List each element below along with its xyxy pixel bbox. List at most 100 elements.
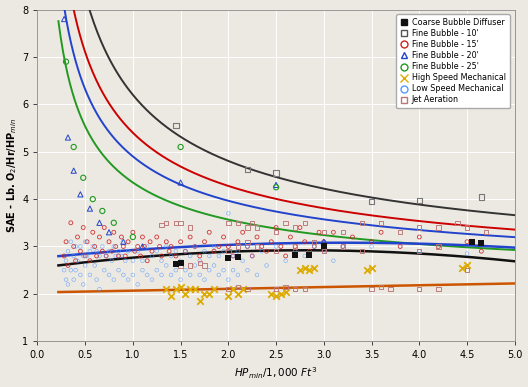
Point [134,248,142,254]
Point [70,253,78,259]
Point [124,277,133,283]
Point [162,243,171,250]
Point [315,229,323,235]
Point [463,250,472,257]
Point [136,253,145,259]
Point [102,253,110,259]
Point [129,229,137,235]
Point [305,252,314,258]
Point [214,243,223,250]
Point [119,243,128,250]
Point [463,239,472,245]
Point [143,258,152,264]
Point [98,243,107,250]
Point [64,281,72,288]
Point [71,267,80,273]
Point [210,262,218,269]
Point [129,258,137,264]
Point [310,243,318,250]
Point [167,272,175,278]
Point [157,253,166,259]
Point [186,272,194,278]
Point [157,222,166,228]
Point [64,248,72,254]
X-axis label: $HP_{min}/1,000\ Ft^3$: $HP_{min}/1,000\ Ft^3$ [234,366,318,382]
Point [100,224,108,231]
Point [377,229,385,235]
Point [73,234,82,240]
Point [434,286,442,292]
Point [176,260,185,266]
Point [119,239,128,245]
Point [157,258,166,264]
Point [229,286,238,292]
Point [253,224,261,231]
Point [124,248,133,254]
Point [134,281,142,288]
Point [71,243,80,250]
Point [243,243,252,250]
Point [234,284,242,290]
Point [234,272,242,278]
Point [191,286,199,292]
Point [272,229,280,235]
Point [90,262,99,269]
Point [153,248,161,254]
Point [319,243,328,250]
Point [272,286,280,292]
Point [219,267,228,273]
Point [172,220,180,226]
Point [224,243,232,250]
Point [146,239,154,245]
Point [172,123,180,129]
Point [234,291,242,297]
Point [367,243,376,250]
Point [272,170,280,176]
Point [229,253,238,259]
Point [119,239,128,245]
Point [300,286,309,292]
Point [338,243,347,250]
Point [477,194,486,200]
Point [229,253,238,259]
Point [92,277,101,283]
Point [140,243,148,250]
Point [115,267,123,273]
Point [162,262,171,269]
Point [102,253,110,259]
Point [248,220,257,226]
Point [338,229,347,235]
Point [234,243,242,250]
Point [70,168,78,174]
Point [310,243,318,250]
Point [195,258,204,264]
Point [219,234,228,240]
Point [272,182,280,188]
Point [262,262,271,269]
Point [482,229,491,235]
Point [95,253,103,259]
Point [167,293,175,299]
Point [121,253,129,259]
Point [434,224,442,231]
Point [338,243,347,250]
Point [300,265,309,271]
Point [167,253,175,259]
Point [148,277,156,283]
Point [272,243,280,250]
Point [153,234,161,240]
Point [110,229,118,235]
Point [248,253,257,259]
Point [64,262,72,269]
Point [71,258,80,264]
Point [90,243,99,250]
Point [138,258,147,264]
Point [363,267,371,273]
Point [468,239,476,245]
Point [167,243,175,250]
Point [243,243,252,250]
Point [200,291,209,297]
Point [239,286,247,292]
Point [367,286,376,292]
Point [272,293,280,299]
